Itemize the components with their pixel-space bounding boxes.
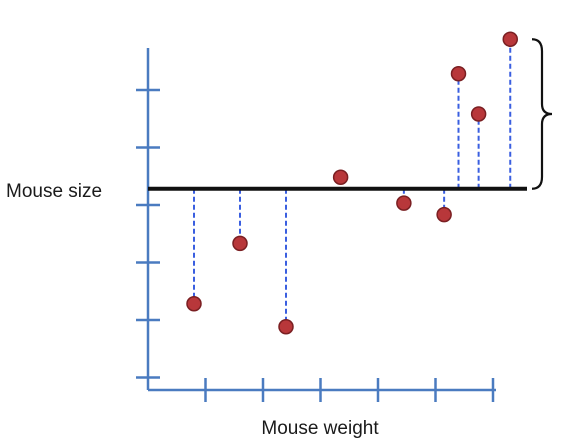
x-axis-label: Mouse weight: [261, 418, 379, 439]
data-point: [278, 319, 294, 335]
data-point: [396, 195, 412, 211]
data-point: [502, 31, 518, 47]
data-point: [436, 206, 452, 223]
data-point: [450, 66, 467, 82]
data-point: [470, 106, 487, 122]
residual-lines: [193, 39, 512, 327]
data-point: [332, 169, 349, 185]
data-point: [232, 235, 248, 252]
axes: [136, 48, 496, 402]
y-axis-label: Mouse size: [6, 181, 103, 202]
data-point: [186, 296, 202, 312]
brace-shape: [531, 38, 553, 190]
brace-group: [531, 38, 553, 190]
data-points: [186, 31, 518, 335]
